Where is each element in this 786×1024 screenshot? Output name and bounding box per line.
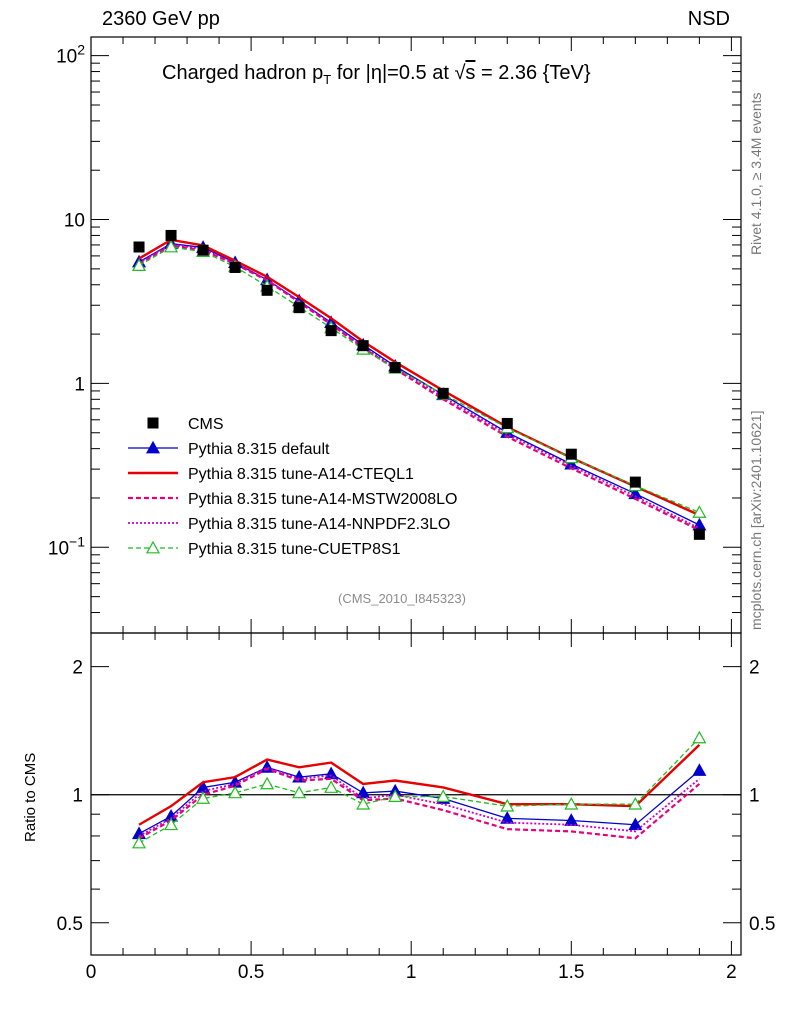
title-text-c: = 2.36 {TeV} bbox=[475, 62, 591, 84]
event-type-label: NSD bbox=[687, 8, 730, 30]
data-point-cms bbox=[261, 284, 273, 296]
y-tick-label: 10−1 bbox=[48, 533, 85, 559]
data-point-cms bbox=[565, 448, 577, 460]
legend-label-default: Pythia 8.315 default bbox=[188, 441, 330, 458]
series-point-cuetp8s1 bbox=[164, 239, 179, 253]
data-point-cms bbox=[229, 261, 241, 273]
title-s: s bbox=[465, 62, 476, 84]
ratio-line-default bbox=[138, 766, 700, 835]
ratio-point-cuetp8s1 bbox=[356, 796, 371, 810]
x-tick-label: 0 bbox=[86, 962, 97, 983]
data-point-cms bbox=[501, 417, 513, 429]
series-line-a14_nnpdf bbox=[138, 243, 700, 530]
ratio-point-cuetp8s1 bbox=[164, 817, 179, 831]
series-line-a14_mstw bbox=[138, 244, 700, 532]
y-tick-label: 102 bbox=[56, 42, 85, 68]
ratio-point-default bbox=[324, 766, 339, 780]
data-point-cms bbox=[325, 325, 337, 337]
legend-label-a14_mstw: Pythia 8.315 tune-A14-MSTW2008LO bbox=[188, 491, 457, 508]
ratio-point-cuetp8s1 bbox=[564, 796, 579, 810]
ratio-point-cuetp8s1 bbox=[500, 798, 515, 812]
title-text-b: for |η|=0.5 at bbox=[331, 62, 455, 84]
legend-marker-default bbox=[145, 440, 161, 454]
data-point-cms bbox=[165, 229, 177, 241]
title-subscript: T bbox=[323, 72, 332, 87]
data-point-cms bbox=[629, 476, 641, 488]
legend-label-cms: CMS bbox=[188, 416, 224, 433]
ratio-y-tick-label-right: 1 bbox=[749, 786, 760, 807]
legend-label-a14_nnpdf: Pythia 8.315 tune-A14-NNPDF2.3LO bbox=[188, 516, 450, 533]
ratio-y-tick-label: 0.5 bbox=[57, 914, 83, 935]
ratio-point-cuetp8s1 bbox=[228, 785, 243, 799]
ratio-point-cuetp8s1 bbox=[132, 835, 147, 849]
ratio-point-cuetp8s1 bbox=[436, 789, 451, 802]
analysis-id-label: (CMS_2010_I845323) bbox=[338, 591, 466, 606]
ratio-line-cuetp8s1 bbox=[138, 737, 700, 844]
plot-title: Charged hadron pT for |η|=0.5 at √s = 2.… bbox=[162, 62, 591, 87]
y-tick-label: 1 bbox=[74, 374, 85, 395]
data-point-cms bbox=[293, 302, 305, 314]
ratio-point-cuetp8s1 bbox=[628, 796, 643, 810]
legend-marker-cuetp8s1 bbox=[145, 540, 161, 554]
series-point-cuetp8s1 bbox=[692, 505, 707, 518]
legend-marker-cms bbox=[147, 417, 159, 429]
data-point-cms bbox=[133, 241, 145, 253]
data-point-cms bbox=[357, 340, 369, 352]
ratio-point-cuetp8s1 bbox=[260, 776, 275, 790]
data-point-cms bbox=[693, 528, 705, 540]
collision-label: 2360 GeV pp bbox=[102, 8, 220, 30]
ratio-line-a14_nnpdf bbox=[138, 766, 700, 837]
ratio-y-axis-label: Ratio to CMS bbox=[22, 752, 39, 842]
x-tick-label: 0.5 bbox=[238, 962, 264, 983]
x-tick-label: 1.5 bbox=[558, 962, 584, 983]
legend-label-cuetp8s1: Pythia 8.315 tune-CUETP8S1 bbox=[188, 541, 401, 558]
ratio-point-default bbox=[628, 817, 643, 831]
ratio-point-cuetp8s1 bbox=[196, 791, 211, 804]
ratio-frame-border bbox=[90, 632, 742, 956]
data-point-cms bbox=[389, 362, 401, 374]
x-tick-label: 2 bbox=[726, 962, 737, 983]
ratio-line-a14_mstw bbox=[138, 767, 701, 840]
y-tick-label: 10 bbox=[64, 211, 85, 232]
ratio-y-tick-label: 1 bbox=[72, 786, 83, 807]
x-tick-label: 1 bbox=[406, 962, 417, 983]
ratio-y-tick-label: 2 bbox=[72, 658, 83, 679]
title-sqrt: √ bbox=[454, 62, 466, 84]
ratio-point-cuetp8s1 bbox=[388, 789, 403, 802]
ratio-point-cuetp8s1 bbox=[324, 780, 339, 793]
ratio-y-tick-label-right: 0.5 bbox=[749, 914, 775, 935]
title-text-a: Charged hadron p bbox=[162, 62, 324, 84]
series-point-cuetp8s1 bbox=[132, 258, 147, 272]
data-point-cms bbox=[197, 244, 209, 256]
legend-label-a14_cteql1: Pythia 8.315 tune-A14-CTEQL1 bbox=[188, 466, 414, 483]
ratio-point-cuetp8s1 bbox=[692, 730, 707, 744]
mcplots-source-text: mcplots.cern.ch [arXiv:2401.10621] bbox=[748, 410, 764, 630]
rivet-version-text: Rivet 4.1.0, ≥ 3.4M events bbox=[748, 92, 764, 255]
ratio-y-tick-label-right: 2 bbox=[749, 658, 760, 679]
ratio-point-cuetp8s1 bbox=[292, 785, 307, 799]
data-point-cms bbox=[437, 387, 449, 399]
ratio-point-default bbox=[692, 763, 707, 776]
